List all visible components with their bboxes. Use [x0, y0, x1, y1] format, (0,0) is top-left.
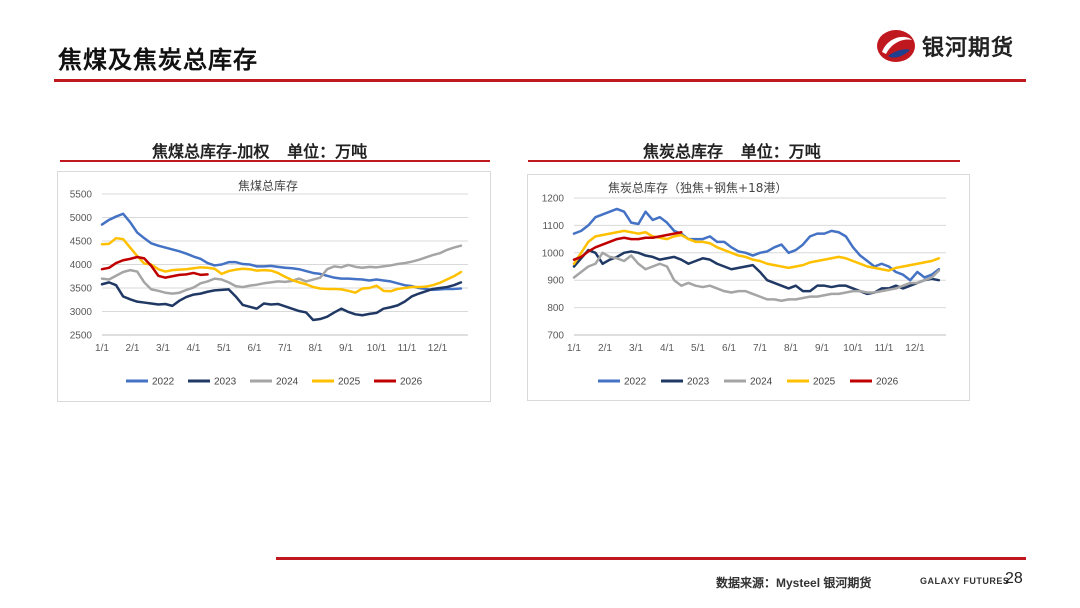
legend-label-2022: 2022	[624, 377, 647, 388]
series-line-2023	[572, 248, 941, 296]
x-tick-label: 6/1	[248, 343, 262, 354]
x-tick-label: 4/1	[660, 343, 674, 354]
x-tick-label: 2/1	[126, 343, 140, 354]
x-tick-label: 6/1	[722, 343, 736, 354]
x-tick-label: 12/1	[428, 343, 448, 354]
x-tick-label: 1/1	[567, 343, 581, 354]
left-panel-divider	[60, 160, 490, 162]
legend-label-2025: 2025	[813, 377, 836, 388]
x-tick-label: 1/1	[95, 343, 109, 354]
legend-label-2025: 2025	[338, 377, 361, 388]
galaxy-logo-icon	[877, 30, 915, 62]
y-tick-label: 1100	[542, 221, 564, 232]
series-line-2026	[572, 231, 683, 261]
x-tick-label: 8/1	[784, 343, 798, 354]
data-source: 数据来源：Mysteel 银河期货	[716, 576, 872, 590]
series-line-2025	[100, 236, 463, 294]
chart-title: 焦炭总库存（独焦+钢焦+18港）	[608, 180, 787, 195]
y-tick-label: 4000	[70, 260, 93, 271]
x-tick-label: 3/1	[629, 343, 643, 354]
series-line-2024	[100, 244, 463, 295]
x-tick-label: 9/1	[815, 343, 829, 354]
x-tick-label: 3/1	[156, 343, 170, 354]
x-tick-label: 11/1	[875, 343, 894, 354]
coking-coal-chart-svg: 焦煤总库存 2500 3000 3500 4000 4500 5000 5500 1/1 2/1 3…	[70, 178, 468, 388]
coke-chart: 焦炭总库存（独焦+钢焦+18港） 700 800 900 1000 1100 1200 1/1…	[527, 174, 970, 401]
brand-logo: 银河期货	[876, 26, 1014, 66]
legend-label-2024: 2024	[276, 377, 299, 388]
y-tick-label: 3500	[70, 284, 93, 295]
right-panel-divider	[528, 160, 960, 162]
x-tick-label: 5/1	[691, 343, 705, 354]
coke-chart-svg: 焦炭总库存（独焦+钢焦+18港） 700 800 900 1000 1100 1200 1/1…	[542, 180, 946, 388]
y-tick-label: 3000	[70, 307, 93, 318]
x-tick-label: 8/1	[309, 343, 323, 354]
y-tick-label: 5500	[70, 190, 93, 201]
legend-label-2026: 2026	[876, 377, 899, 388]
x-tick-label: 11/1	[398, 343, 417, 354]
page-title: 焦煤及焦炭总库存	[58, 47, 258, 74]
y-tick-label: 1200	[542, 194, 565, 205]
x-tick-label: 5/1	[217, 343, 231, 354]
y-tick-label: 5000	[70, 213, 93, 224]
x-tick-label: 10/1	[843, 343, 863, 354]
series-line-2022	[572, 207, 941, 282]
y-tick-label: 800	[547, 303, 564, 314]
x-tick-label: 4/1	[187, 343, 201, 354]
logo-text: 银河期货	[922, 35, 1015, 60]
series-line-2025	[572, 229, 941, 272]
coking-coal-chart: 焦煤总库存 2500 3000 3500 4000 4500 5000 5500 1/1 2/1 3…	[57, 171, 491, 402]
right-panel-title: 焦炭总库存 单位：万吨	[643, 144, 821, 161]
x-tick-label: 10/1	[367, 343, 387, 354]
footer-divider	[276, 557, 1026, 560]
x-tick-label: 7/1	[278, 343, 292, 354]
left-panel-title: 焦煤总库存-加权 单位：万吨	[152, 144, 368, 161]
series-line-2024	[572, 251, 941, 302]
x-tick-label: 9/1	[339, 343, 353, 354]
brand-name: GALAXY FUTURES	[920, 576, 1010, 586]
legend-label-2026: 2026	[400, 377, 423, 388]
y-tick-label: 900	[547, 276, 564, 287]
x-tick-label: 12/1	[905, 343, 925, 354]
y-tick-label: 1000	[542, 248, 565, 259]
chart-title: 焦煤总库存	[238, 178, 298, 193]
x-tick-label: 2/1	[598, 343, 612, 354]
legend-label-2022: 2022	[152, 377, 175, 388]
legend-label-2023: 2023	[687, 377, 710, 388]
page-number: 28	[1005, 570, 1023, 587]
series-line-2026	[100, 255, 209, 279]
series-line-2023	[100, 281, 463, 322]
legend-label-2023: 2023	[214, 377, 237, 388]
legend-label-2024: 2024	[750, 377, 773, 388]
title-divider	[54, 79, 1026, 82]
series-line-2022	[100, 212, 463, 292]
y-tick-label: 2500	[70, 331, 93, 342]
y-tick-label: 4500	[70, 237, 93, 248]
x-tick-label: 7/1	[753, 343, 767, 354]
y-tick-label: 700	[547, 331, 564, 342]
